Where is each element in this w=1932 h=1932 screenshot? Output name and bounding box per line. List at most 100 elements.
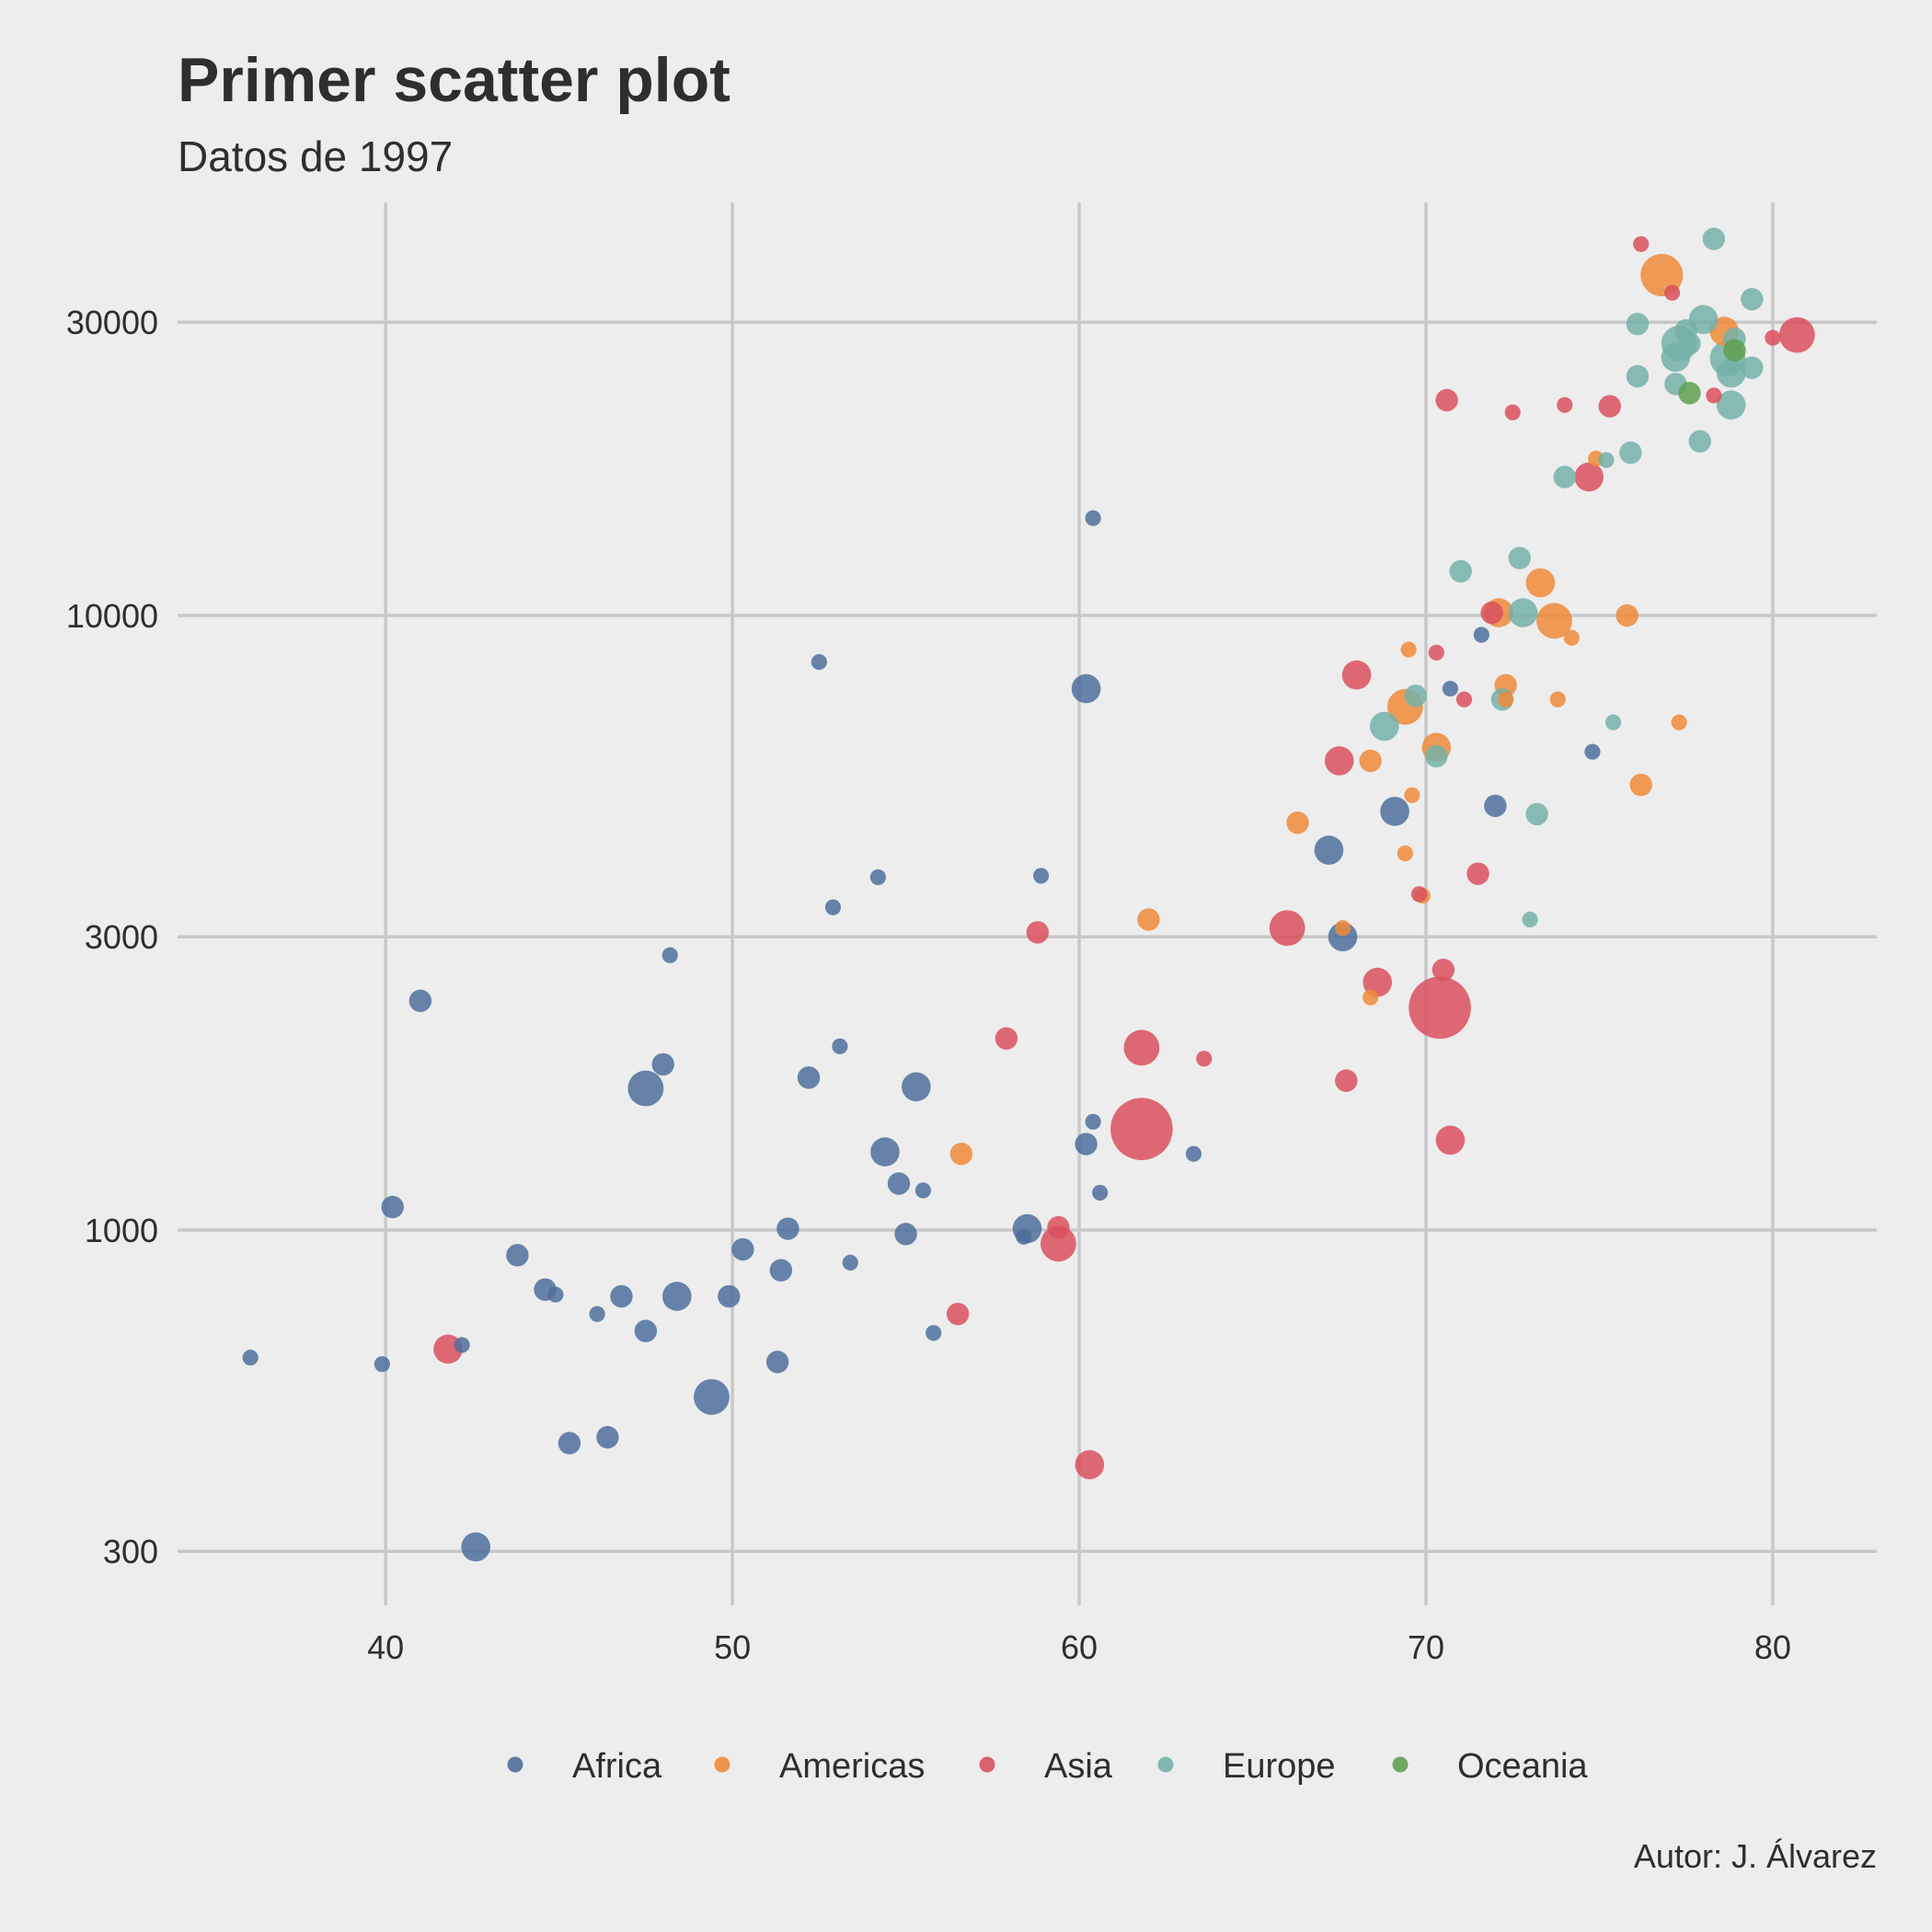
point-americas: [1137, 908, 1160, 931]
point-africa: [694, 1379, 730, 1415]
point-africa: [1016, 1228, 1032, 1245]
point-asia: [1664, 284, 1681, 301]
legend-marker-europe: [1157, 1756, 1174, 1773]
point-asia: [1633, 236, 1650, 252]
chart-caption: Autor: J. Álvarez: [1634, 1837, 1877, 1875]
point-africa: [1075, 1133, 1098, 1156]
point-africa: [1380, 797, 1409, 826]
point-asia: [1557, 397, 1573, 413]
point-africa: [1085, 510, 1101, 526]
point-africa: [627, 1070, 664, 1107]
point-americas: [1363, 989, 1379, 1006]
point-europe: [1604, 714, 1622, 730]
point-americas: [1286, 811, 1309, 834]
point-europe: [1425, 744, 1448, 768]
point-asia: [1466, 862, 1489, 885]
point-africa: [1584, 743, 1601, 760]
y-tick-label: 1000: [85, 1212, 158, 1249]
point-europe: [1716, 390, 1746, 420]
point-africa: [776, 1217, 799, 1240]
point-africa: [381, 1195, 404, 1219]
legend-label-americas: Americas: [779, 1747, 925, 1786]
point-asia: [1075, 1450, 1105, 1479]
point-americas: [1404, 787, 1420, 803]
point-africa: [1032, 868, 1050, 884]
point-africa: [651, 1052, 674, 1076]
point-africa: [589, 1305, 605, 1322]
point-europe: [1688, 430, 1711, 453]
legend-marker-asia: [979, 1756, 995, 1773]
legend-label-asia: Asia: [1044, 1747, 1113, 1786]
point-asia: [1341, 660, 1372, 690]
point-africa: [869, 868, 887, 886]
point-oceania: [1723, 339, 1746, 362]
point-europe: [1508, 598, 1538, 627]
point-africa: [765, 1351, 789, 1374]
point-americas: [1498, 691, 1514, 707]
point-africa: [1484, 794, 1507, 818]
point-africa: [408, 989, 432, 1013]
point-africa: [1071, 673, 1101, 704]
point-africa: [374, 1356, 390, 1373]
y-tick-label: 3000: [85, 918, 158, 956]
point-americas: [1629, 773, 1652, 797]
point-americas: [1536, 603, 1572, 639]
point-asia: [1598, 395, 1621, 418]
point-africa: [558, 1432, 581, 1455]
x-tick-label: 40: [367, 1628, 404, 1666]
point-africa: [894, 1223, 917, 1246]
legend: Africa Americas Asia Europe Oceania: [507, 1747, 1588, 1786]
axis-ticks: 40 50 60 70 80 300 1000 3000 10000 30000: [66, 304, 1791, 1666]
y-tick-label: 30000: [66, 304, 158, 341]
point-asia: [1041, 1225, 1076, 1262]
chart-title: Primer scatter plot: [178, 45, 730, 115]
point-africa: [634, 1319, 658, 1342]
point-asia: [1574, 462, 1604, 492]
x-tick-label: 60: [1061, 1628, 1098, 1666]
point-asia: [1363, 967, 1393, 997]
point-africa: [797, 1066, 821, 1089]
point-europe: [1619, 441, 1642, 465]
gridlines: [178, 202, 1877, 1605]
y-tick-label: 300: [103, 1533, 158, 1570]
point-americas: [1563, 629, 1580, 646]
legend-label-oceania: Oceania: [1457, 1747, 1588, 1786]
point-africa: [454, 1337, 470, 1353]
point-americas: [1400, 641, 1417, 658]
point-europe: [1449, 559, 1472, 583]
point-asia: [1335, 1069, 1358, 1092]
point-africa: [610, 1284, 633, 1308]
point-europe: [1522, 911, 1538, 928]
point-americas: [1334, 920, 1351, 937]
point-asia: [1504, 404, 1521, 420]
point-europe: [1702, 227, 1726, 250]
point-europe: [1553, 466, 1576, 489]
point-europe: [1716, 358, 1746, 388]
point-asia: [1435, 1125, 1466, 1156]
point-africa: [547, 1286, 564, 1303]
point-asia: [1778, 316, 1815, 353]
x-tick-label: 70: [1408, 1628, 1444, 1666]
legend-marker-africa: [507, 1756, 523, 1773]
point-europe: [1678, 332, 1701, 355]
point-americas: [1397, 845, 1413, 862]
point-africa: [769, 1259, 793, 1282]
point-africa: [1442, 680, 1458, 697]
point-africa: [731, 1237, 754, 1261]
point-asia: [1196, 1051, 1213, 1067]
point-africa: [661, 1282, 692, 1311]
point-europe: [1598, 452, 1615, 468]
legend-marker-oceania: [1392, 1756, 1409, 1773]
data-points: [242, 227, 1815, 1562]
point-americas: [1359, 749, 1382, 773]
point-africa: [1185, 1145, 1202, 1162]
point-oceania: [1678, 382, 1701, 405]
legend-label-africa: Africa: [572, 1747, 662, 1786]
point-africa: [842, 1254, 858, 1271]
point-africa: [887, 1172, 911, 1195]
point-asia: [1324, 746, 1354, 776]
point-asia: [1455, 691, 1473, 707]
point-asia: [1432, 959, 1455, 982]
point-europe: [1508, 546, 1531, 569]
